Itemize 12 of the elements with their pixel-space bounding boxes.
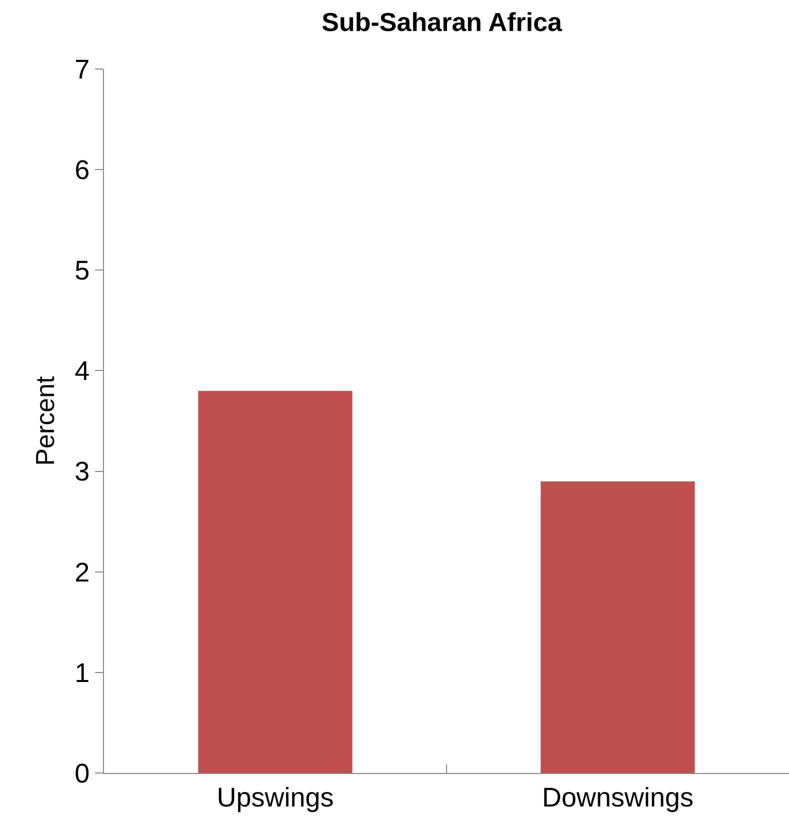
x-tick-label: Downswings <box>542 782 694 812</box>
y-tick-label: 7 <box>74 54 90 84</box>
y-tick-label: 3 <box>74 456 90 487</box>
y-tick-label: 6 <box>74 155 90 186</box>
y-tick-label: 2 <box>74 557 90 588</box>
x-tick-label: Upswings <box>216 782 334 812</box>
chart-title: Sub-Saharan Africa <box>322 6 563 37</box>
y-tick-label: 1 <box>74 658 90 688</box>
y-tick-label: 5 <box>74 256 90 286</box>
y-tick-label: 4 <box>74 356 90 386</box>
y-tick-label: 0 <box>74 758 90 788</box>
y-axis-title: Percent <box>30 375 60 466</box>
